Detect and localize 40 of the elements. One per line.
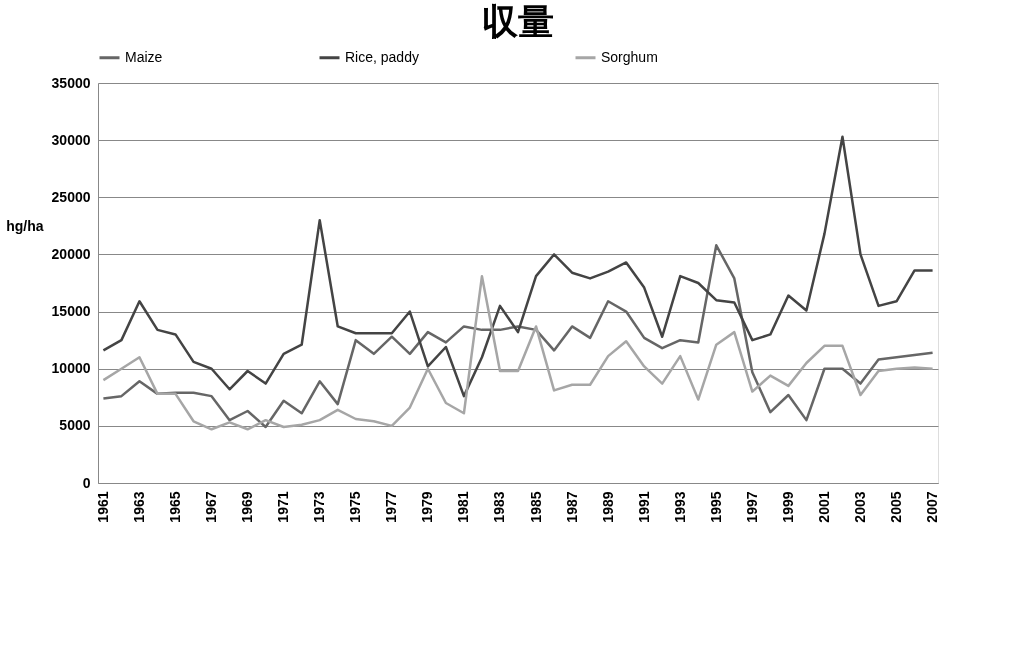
line-series [102, 244, 934, 429]
y-tick-label: 30000 [51, 131, 91, 148]
y-tick-label: 20000 [51, 245, 91, 262]
x-tick-label: 1985 [527, 491, 544, 523]
chart-title: 収量 [482, 1, 554, 42]
x-tick-label: 1973 [311, 491, 328, 523]
x-tick-label: 1981 [455, 491, 472, 523]
x-tick-label: 1969 [239, 491, 256, 523]
x-tick-label: 1993 [671, 491, 688, 523]
x-tick-label: 2003 [851, 491, 868, 523]
x-tick-label: 1997 [743, 491, 760, 523]
y-tick-label: 25000 [51, 188, 91, 205]
y-tick-label: 35000 [51, 74, 91, 91]
y-tick-label: 10000 [51, 360, 91, 377]
x-tick-label: 1977 [383, 491, 400, 523]
x-tick-label: 1975 [347, 491, 364, 523]
x-tick-label: 2001 [815, 491, 832, 523]
x-tick-label: 1979 [419, 491, 436, 523]
x-tick-label: 1967 [203, 491, 220, 523]
y-tick-label: 0 [82, 474, 91, 491]
x-tick-label: 2005 [888, 491, 905, 523]
x-tick-label: 1961 [94, 491, 111, 523]
legend-label: Rice, paddy [345, 48, 419, 65]
x-tick-label: 2007 [924, 491, 941, 523]
x-tick-label: 1983 [491, 491, 508, 523]
x-tick-label: 1991 [635, 491, 652, 523]
y-tick-label: 5000 [59, 417, 91, 434]
legend-label: Maize [125, 48, 163, 65]
x-tick-label: 1965 [167, 491, 184, 523]
legend-label: Sorghum [601, 48, 658, 65]
line-series [102, 274, 934, 431]
x-tick-label: 1987 [563, 491, 580, 523]
y-tick-label: 15000 [51, 303, 91, 320]
line-series [102, 135, 934, 398]
x-tick-label: 1995 [707, 491, 724, 523]
y-axis-title: hg/ha [6, 217, 44, 234]
x-tick-label: 1989 [599, 491, 616, 523]
x-tick-label: 1999 [779, 491, 796, 523]
x-tick-label: 1971 [275, 491, 292, 523]
x-tick-label: 1963 [130, 491, 147, 523]
